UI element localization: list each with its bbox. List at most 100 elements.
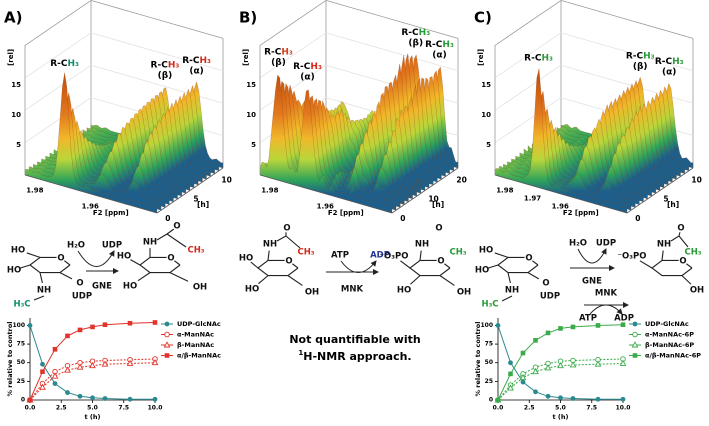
atom-label: UDP [72,292,92,302]
peak-anomer: (α) [662,68,676,78]
data-point [152,320,158,325]
atom-label: O [173,222,180,232]
bond [20,264,31,269]
legend-symbol [632,331,638,338]
axis-label: F2 [ppm] [328,209,364,217]
atom-label: HO [123,282,137,292]
bond [276,235,287,242]
data-point [520,350,526,356]
label-backdrop [601,238,611,248]
tick-label: 5 [486,141,491,149]
tick-label: 15 [11,81,21,89]
box-edge [626,167,694,214]
atom-label: H₃C [481,300,498,310]
bond [639,260,653,269]
atom-label: UDP [102,241,122,251]
atom-label: HO [117,252,131,262]
data-point [90,324,95,330]
panel-label: A) [4,9,22,27]
back-grid [494,32,562,79]
y-tick-label: 50 [485,359,493,366]
bond [661,250,664,261]
atom-label: O [435,224,442,234]
bond [287,275,303,286]
x-tick-label: 5.0 [555,405,566,412]
peak-label: R-CH₃ [425,39,454,49]
label-backdrop [17,299,27,309]
bond [33,295,45,301]
axis-label: F2 [ppm] [563,209,599,217]
label-backdrop [39,285,49,295]
peak-label-group: H₃ [310,61,322,71]
data-point [127,396,133,402]
atom-label: GNE [582,277,602,287]
peak-label-group: H₃ [643,51,655,61]
cofactor-arrow [589,304,623,315]
data-point [545,330,551,336]
atom-label: ⁻O₃PO [618,252,647,262]
data-point [27,397,33,403]
peak-anomer: (α) [432,50,446,60]
tick-label: 1.98 [26,187,43,195]
tick-label: 0 [165,214,170,223]
tick-label: 10 [11,111,21,119]
label-backdrop [335,250,345,260]
atom-label: HO [7,266,21,276]
label-backdrop [119,251,129,261]
data-point [65,390,70,395]
y-tick-label: 100 [480,322,493,329]
legend-symbol [164,353,170,358]
bond [169,272,189,282]
legend-label: β-ManNAc [177,341,214,349]
label-backdrop [56,253,66,263]
box-edge [90,0,224,39]
label-backdrop [659,239,669,249]
legend-label: α/β-ManNAc-6P [645,352,701,360]
data-point [533,338,538,343]
peak-label-prefix: R-C [655,57,673,67]
data-point [77,393,83,399]
tick-label: 1.96 [552,203,569,211]
data-point [545,393,551,399]
data-point [495,323,501,328]
bond [156,233,168,241]
label-backdrop [459,287,469,297]
label-backdrop [125,281,135,291]
data-point [52,381,58,386]
bond [507,272,511,284]
line-chart: 0.0 2.5 5.0 7.5 10.0 0 25 50 75 100 t (h) % relativ… [474,318,701,421]
bond [410,275,421,285]
atom-label: CH₃ [684,248,701,258]
data-point [101,360,109,367]
bond [419,250,422,261]
peak-label-group: H₃ [672,57,684,67]
bond [678,231,681,237]
atom-label: OH [193,283,207,293]
data-point [40,369,45,374]
atom-label: ADP [614,314,634,324]
box-edge [494,0,562,46]
axis-label: [rel] [7,49,15,66]
x-tick-label: 2.5 [524,405,535,412]
tick-label: 10 [428,195,438,204]
tick-label: 1.98 [496,187,513,195]
label-backdrop [13,245,23,255]
bond [137,272,151,282]
box-edge [494,174,628,214]
y-axis-label: % relative to control [474,321,482,396]
data-point [77,327,83,333]
data-point [102,322,108,328]
peak-anomer: (α) [189,66,203,76]
bond [527,272,540,280]
label-backdrop [172,221,182,231]
axis-label: [rel] [477,49,485,66]
series-line [29,362,156,401]
axis-label: [h] [197,200,209,209]
label-backdrop [307,287,317,297]
label-backdrop [417,239,427,249]
peak-label: R-CH₃ [524,53,553,63]
label-backdrop [453,247,463,257]
peak-label-group: H₃ [67,58,79,68]
